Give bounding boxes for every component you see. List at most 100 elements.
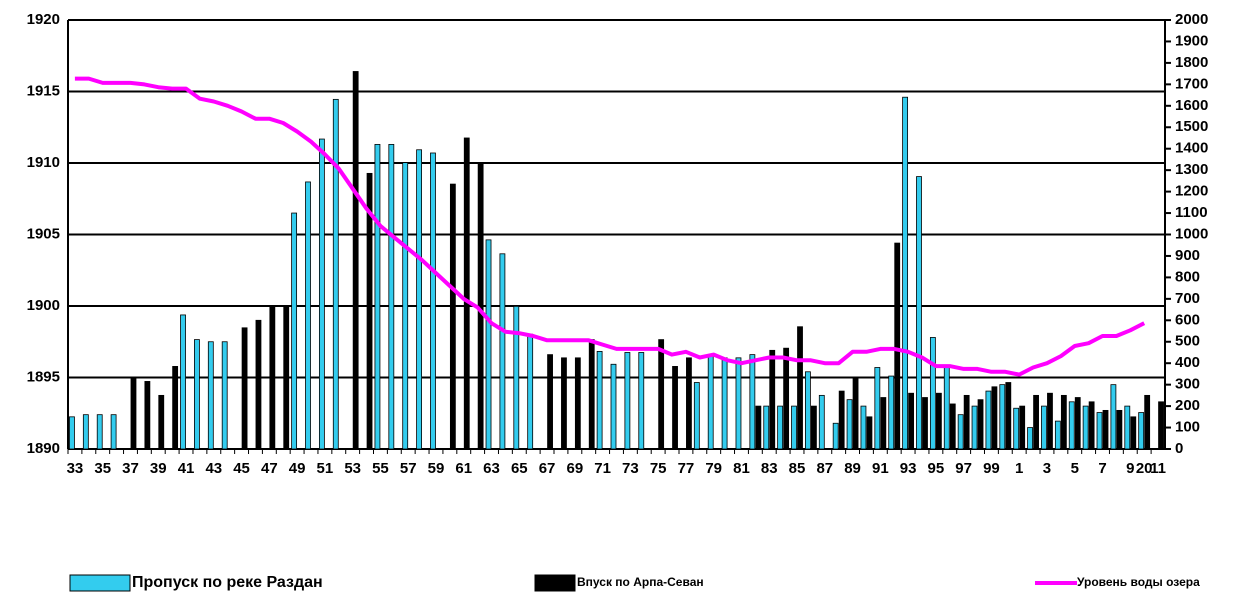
x-tick-label: 35 (94, 460, 111, 477)
x-tick-label: 43 (205, 460, 222, 477)
bar (1074, 397, 1081, 450)
bar (943, 364, 950, 450)
bar (1082, 405, 1089, 450)
line (74, 76, 1146, 377)
bar (957, 414, 964, 450)
bar (949, 403, 956, 450)
y-tick-label: 1895 (27, 368, 60, 385)
bar (1041, 405, 1047, 450)
x-tick-label: 97 (955, 460, 972, 477)
bar (499, 253, 506, 450)
y2-tick-label: 1600 (1175, 97, 1208, 114)
bar (832, 422, 839, 450)
bar (797, 326, 803, 450)
bar (638, 352, 645, 450)
bar (1054, 420, 1061, 450)
y2-tick-label: 1300 (1175, 161, 1208, 178)
y2-tick-label: 200 (1175, 397, 1200, 414)
bar (935, 392, 942, 450)
legend-label: Уровень воды озера (1077, 575, 1200, 589)
bar (929, 337, 936, 450)
bar (1130, 416, 1137, 450)
bar (963, 394, 970, 450)
y-tick-label: 1915 (27, 82, 60, 99)
bar (721, 357, 728, 450)
x-tick-label: 95 (928, 460, 945, 477)
bar (874, 367, 881, 450)
y2-tick-label: 800 (1175, 268, 1200, 285)
bar (291, 212, 298, 450)
bar (908, 392, 915, 450)
x-tick-label: 1 (1015, 460, 1023, 477)
bar (777, 405, 784, 450)
bar (1138, 412, 1145, 450)
legend-label: Впуск по Арпа-Севан (577, 575, 704, 589)
bar (144, 381, 151, 450)
y-tick-label: 1905 (27, 225, 60, 242)
x-tick-label: 85 (789, 460, 806, 477)
y2-tick-label: 1000 (1175, 225, 1208, 242)
x-tick-label: 55 (372, 460, 389, 477)
y2-tick-label: 1800 (1175, 54, 1208, 71)
bar (894, 242, 901, 450)
bar (318, 138, 325, 450)
legend-label: Пропуск по реке Раздан (132, 574, 323, 591)
bar (880, 397, 887, 450)
bar (755, 405, 762, 450)
y2-tick-label: 100 (1175, 419, 1200, 436)
bar (374, 144, 381, 450)
bar (449, 183, 456, 450)
y2-tick-label: 900 (1175, 247, 1200, 264)
bar (985, 390, 992, 450)
y2-tick-label: 1400 (1175, 140, 1208, 157)
bar (130, 377, 137, 450)
bar (791, 405, 797, 450)
x-tick-label: 71 (594, 460, 611, 477)
bar (1047, 392, 1053, 450)
y2-tick-label: 1900 (1175, 32, 1208, 49)
bar (1068, 401, 1075, 450)
bar (305, 181, 311, 450)
x-tick-label: 9 (1126, 460, 1134, 477)
bar (1060, 394, 1067, 450)
bar (1005, 382, 1012, 450)
y-tick-label: 1920 (27, 11, 60, 28)
x-tick-label: 77 (678, 460, 695, 477)
bar (366, 172, 373, 450)
bar (1124, 405, 1131, 450)
bar (811, 405, 817, 450)
bar (707, 355, 714, 450)
bar (977, 399, 984, 450)
y-tick-label: 1890 (27, 440, 60, 457)
bar (860, 405, 867, 450)
bar (221, 341, 228, 450)
x-tick-label: 5 (1071, 460, 1079, 477)
bar (96, 414, 103, 450)
bar (352, 71, 359, 450)
x-tick-label: 49 (289, 460, 306, 477)
x-tick-label: 59 (428, 460, 445, 477)
bar (269, 305, 276, 450)
bar (693, 382, 700, 450)
x-tick-label: 63 (483, 460, 500, 477)
bar (902, 96, 909, 450)
x-tick-label: 57 (400, 460, 417, 477)
x-tick-label: 45 (233, 460, 250, 477)
bar (527, 333, 534, 450)
bar (991, 386, 998, 450)
bar (1110, 384, 1117, 450)
bar (1096, 412, 1103, 450)
bar (1033, 394, 1039, 450)
bar (207, 341, 214, 450)
bar (574, 357, 581, 450)
bar (255, 319, 262, 450)
legend-swatch (69, 574, 131, 592)
bar (971, 405, 978, 450)
bar (588, 339, 595, 450)
bar (1116, 409, 1123, 450)
x-tick-label: 87 (816, 460, 833, 477)
bar (1158, 401, 1164, 450)
bar (241, 327, 248, 450)
bar (69, 416, 75, 450)
bar (332, 98, 339, 450)
